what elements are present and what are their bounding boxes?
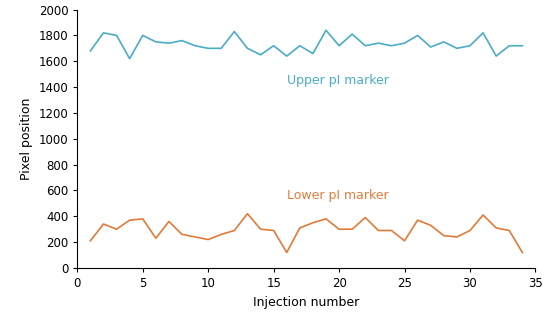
X-axis label: Injection number: Injection number	[253, 295, 359, 308]
Text: Lower pI marker: Lower pI marker	[286, 189, 389, 202]
Y-axis label: Pixel position: Pixel position	[20, 98, 33, 180]
Text: Upper pI marker: Upper pI marker	[286, 74, 389, 87]
